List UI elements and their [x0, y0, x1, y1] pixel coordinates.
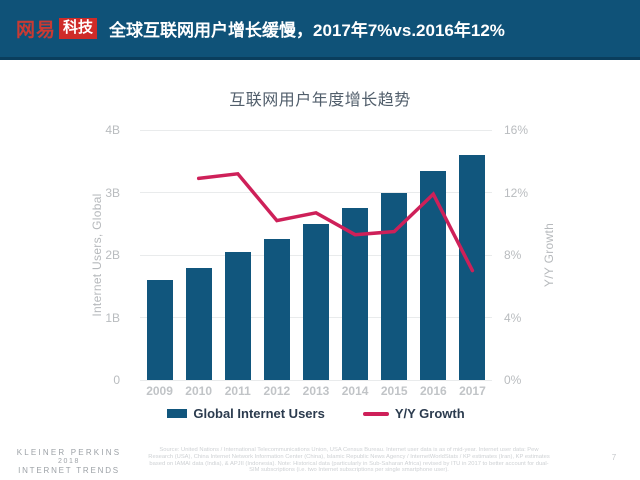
- left-axis-tick: 2B: [105, 248, 120, 262]
- chart-legend: Global Internet Users Y/Y Growth: [140, 406, 492, 421]
- left-axis-tick: 1B: [105, 310, 120, 325]
- right-axis-tick: 8%: [504, 248, 522, 262]
- bar-2012: [263, 239, 290, 380]
- left-axis-tick: 4B: [105, 123, 120, 137]
- bar-2009: [146, 280, 173, 380]
- legend-item-line: Y/Y Growth: [362, 406, 465, 421]
- gridline: [140, 129, 492, 131]
- left-axis-title: Internet Users, Global: [90, 193, 104, 317]
- source-note: Source: United Nations / International T…: [148, 447, 550, 474]
- bar-series-swatch: [167, 409, 188, 418]
- bar-2016: [420, 170, 447, 380]
- netease-logo-text: 网易: [16, 20, 57, 41]
- header-bar: 网易 科技 全球互联网用户增长缓慢，2017年7%vs.2016年12%: [0, 0, 640, 60]
- brand-line-2: 2018: [58, 458, 80, 465]
- right-axis-tick: 16%: [504, 123, 529, 137]
- x-axis-label-2016: 2016: [419, 384, 447, 398]
- bar-2011: [224, 251, 251, 380]
- left-axis-tick: 0: [113, 373, 120, 387]
- left-axis-tick: 3B: [105, 185, 120, 200]
- bar-2017: [459, 155, 486, 380]
- bar-2015: [381, 192, 408, 380]
- x-axis-label-2009: 2009: [146, 384, 173, 398]
- right-axis-tick: 0%: [504, 373, 522, 387]
- slide-title: 全球互联网用户增长缓慢，2017年7%vs.2016年12%: [109, 21, 505, 40]
- x-axis-label-2014: 2014: [341, 384, 369, 398]
- bar-2014: [342, 208, 369, 380]
- page-number: 7: [611, 453, 617, 462]
- brand-line-3: INTERNET TRENDS: [18, 466, 120, 475]
- chart-title: 互联网用户年度增长趋势: [229, 92, 411, 109]
- legend-item-bars: Global Internet Users: [167, 406, 325, 421]
- kleiner-perkins-brand: KLEINER PERKINS 2018 INTERNET TRENDS: [10, 448, 128, 475]
- tech-logo-badge: 科技: [59, 18, 98, 39]
- right-axis-tick: 12%: [504, 185, 529, 200]
- bar-2013: [303, 223, 329, 380]
- right-axis-tick: 4%: [504, 310, 522, 325]
- line-series-label: Y/Y Growth: [394, 406, 465, 421]
- x-axis-label-2011: 2011: [224, 384, 251, 398]
- x-axis-label-2013: 2013: [302, 384, 330, 398]
- line-series-swatch: [362, 411, 389, 416]
- bar-series-label: Global Internet Users: [193, 406, 325, 421]
- x-axis-label-2012: 2012: [263, 384, 291, 398]
- x-axis-label-2015: 2015: [380, 384, 408, 398]
- x-axis-label-2017: 2017: [459, 384, 486, 398]
- gridline: [140, 379, 492, 381]
- bar-2010: [185, 267, 212, 380]
- right-axis-title: Y/Y Growth: [542, 222, 556, 288]
- brand-line-1: KLEINER PERKINS: [16, 448, 122, 457]
- x-axis-label-2010: 2010: [185, 384, 212, 398]
- netease-tech-logo: 网易 科技: [16, 15, 98, 42]
